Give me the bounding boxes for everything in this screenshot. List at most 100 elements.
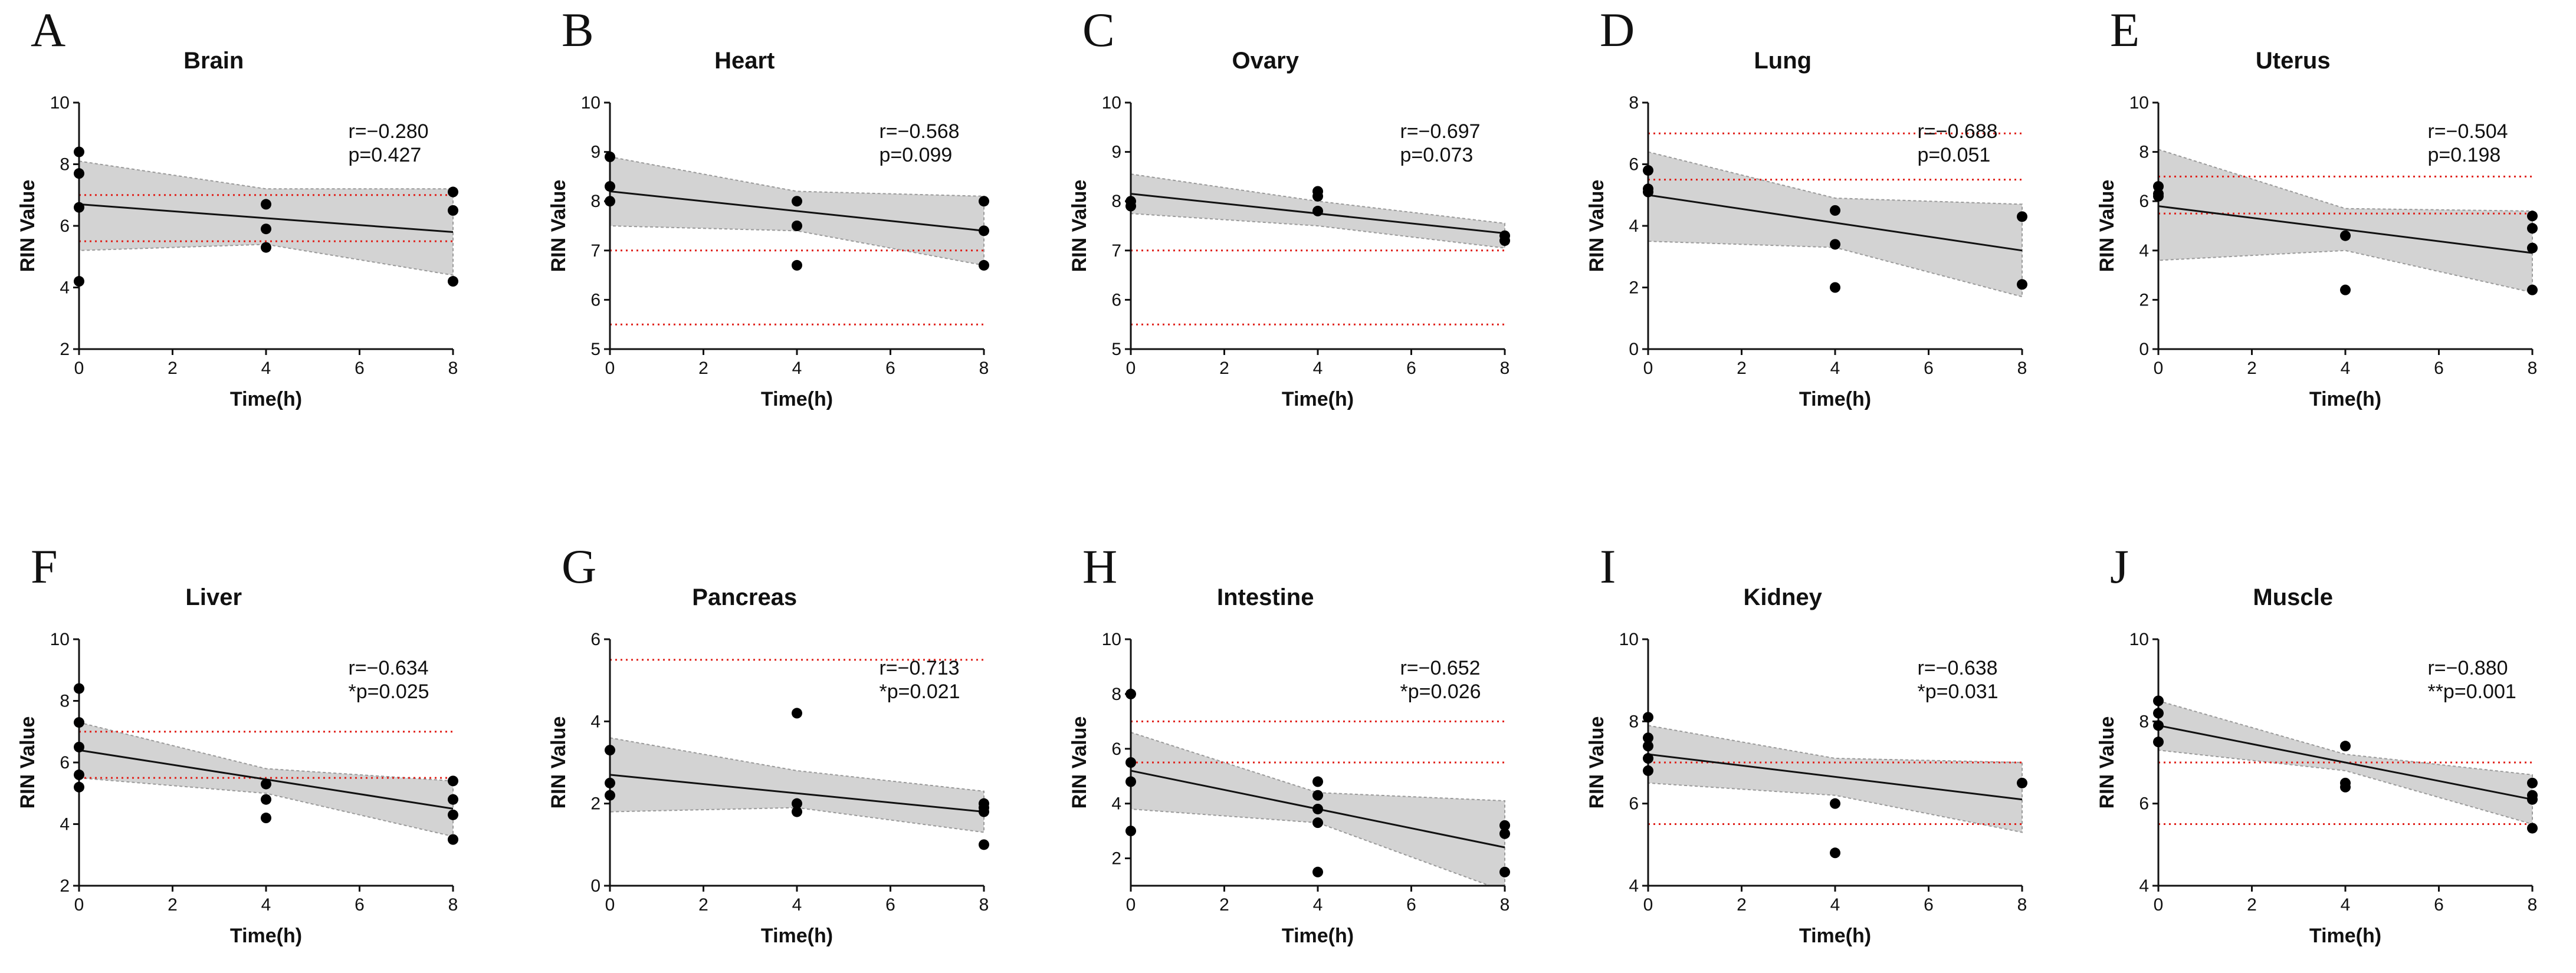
data-point [74, 168, 84, 179]
data-point [448, 834, 458, 845]
confidence-band [1648, 725, 2023, 833]
x-tick-label: 8 [979, 359, 989, 378]
panel-h: 2 4 6 8 10 0 2 4 6 8 H Intestine Time(h) RIN Value r=−… [1068, 540, 1510, 947]
p-value: p=0.099 [879, 144, 952, 166]
panel-title: Uterus [2256, 48, 2331, 74]
y-tick-label: 8 [2139, 712, 2149, 731]
x-axis-label: Time(h) [1282, 925, 1354, 947]
y-tick-label: 8 [1629, 93, 1639, 113]
y-tick-label: 8 [590, 192, 600, 211]
y-tick-label: 8 [1111, 685, 1121, 704]
y-tick-label: 7 [590, 241, 600, 261]
panel-label: B [562, 3, 594, 57]
data-point [2340, 230, 2351, 241]
correlation-r: r=−0.638 [1917, 657, 1997, 679]
y-tick-label: 0 [590, 876, 600, 896]
panel-title: Intestine [1217, 584, 1314, 610]
x-tick-label: 6 [1406, 895, 1416, 915]
x-axis-label: Time(h) [1799, 388, 1871, 410]
confidence-band [609, 737, 985, 833]
data-point [2527, 284, 2538, 295]
y-axis-label: RIN Value [2096, 716, 2118, 809]
data-point [1125, 688, 1136, 699]
y-axis-label: RIN Value [17, 180, 39, 272]
correlation-r: r=−0.688 [1917, 120, 1997, 143]
x-tick-label: 0 [1643, 895, 1653, 915]
data-point [74, 741, 84, 752]
panel-c: 5 6 7 8 9 10 0 2 4 6 8 C Ovary Time(h) RIN Value r=−0.6… [1068, 3, 1510, 410]
data-point [2340, 741, 2351, 752]
data-point [74, 146, 84, 157]
correlation-r: r=−0.634 [348, 657, 428, 679]
plot-area [2158, 149, 2533, 294]
x-axis-label: Time(h) [761, 925, 833, 947]
confidence-band [2158, 149, 2533, 294]
data-point [1312, 817, 1323, 829]
p-value: **p=0.001 [2427, 681, 2516, 703]
x-tick-label: 4 [1830, 895, 1840, 915]
x-tick-label: 8 [2017, 895, 2027, 915]
x-tick-label: 8 [2528, 359, 2538, 378]
plot-area [609, 659, 985, 833]
data-point [2527, 794, 2538, 805]
panel-label: I [1600, 540, 1616, 593]
x-axis-label: Time(h) [2309, 388, 2381, 410]
data-point [448, 809, 458, 820]
data-point [261, 242, 271, 253]
x-tick-label: 4 [261, 895, 271, 915]
y-tick-label: 4 [1111, 794, 1121, 814]
x-tick-label: 2 [168, 359, 178, 378]
data-point [1643, 741, 1653, 752]
y-tick-label: 6 [1111, 290, 1121, 310]
data-point [2153, 737, 2164, 748]
data-point [448, 186, 458, 198]
y-tick-label: 4 [60, 278, 70, 298]
data-point [1643, 765, 1653, 776]
x-tick-label: 6 [1924, 895, 1934, 915]
x-axis-label: Time(h) [230, 388, 302, 410]
p-value: *p=0.025 [348, 681, 429, 703]
regression-line [609, 774, 985, 813]
y-tick-label: 6 [1629, 794, 1639, 814]
data-point [979, 196, 989, 207]
data-point [261, 778, 271, 790]
x-tick-label: 0 [74, 359, 84, 378]
data-point [1499, 235, 1510, 246]
y-tick-label: 4 [590, 712, 600, 731]
correlation-r: r=−0.880 [2427, 657, 2508, 679]
x-tick-label: 8 [2528, 895, 2538, 915]
correlation-r: r=−0.697 [1400, 120, 1480, 143]
data-point [605, 745, 615, 756]
x-tick-label: 2 [698, 359, 708, 378]
data-point [1643, 186, 1653, 198]
x-tick-label: 6 [2434, 895, 2444, 915]
x-tick-label: 2 [698, 895, 708, 915]
x-tick-label: 0 [2154, 895, 2164, 915]
plot-area [78, 160, 454, 276]
correlation-r: r=−0.652 [1400, 657, 1480, 679]
data-point [792, 196, 802, 207]
y-tick-label: 2 [590, 794, 600, 814]
data-point [1830, 205, 1840, 216]
x-tick-label: 8 [1500, 359, 1510, 378]
x-tick-label: 8 [979, 895, 989, 915]
data-point [605, 196, 615, 207]
data-point [74, 276, 84, 287]
x-tick-label: 6 [1406, 359, 1416, 378]
data-point [2527, 223, 2538, 234]
data-point [448, 775, 458, 787]
data-point [74, 769, 84, 780]
x-tick-label: 0 [74, 895, 84, 915]
y-tick-label: 10 [50, 630, 70, 649]
y-tick-label: 10 [50, 93, 70, 113]
data-point [2340, 284, 2351, 295]
confidence-band [1648, 151, 2023, 298]
y-tick-label: 10 [581, 93, 600, 113]
x-tick-label: 8 [448, 359, 458, 378]
y-axis-label: RIN Value [547, 180, 570, 272]
correlation-r: r=−0.280 [348, 120, 428, 143]
data-point [1312, 866, 1323, 877]
x-tick-label: 0 [1643, 359, 1653, 378]
y-tick-label: 6 [2139, 794, 2149, 814]
